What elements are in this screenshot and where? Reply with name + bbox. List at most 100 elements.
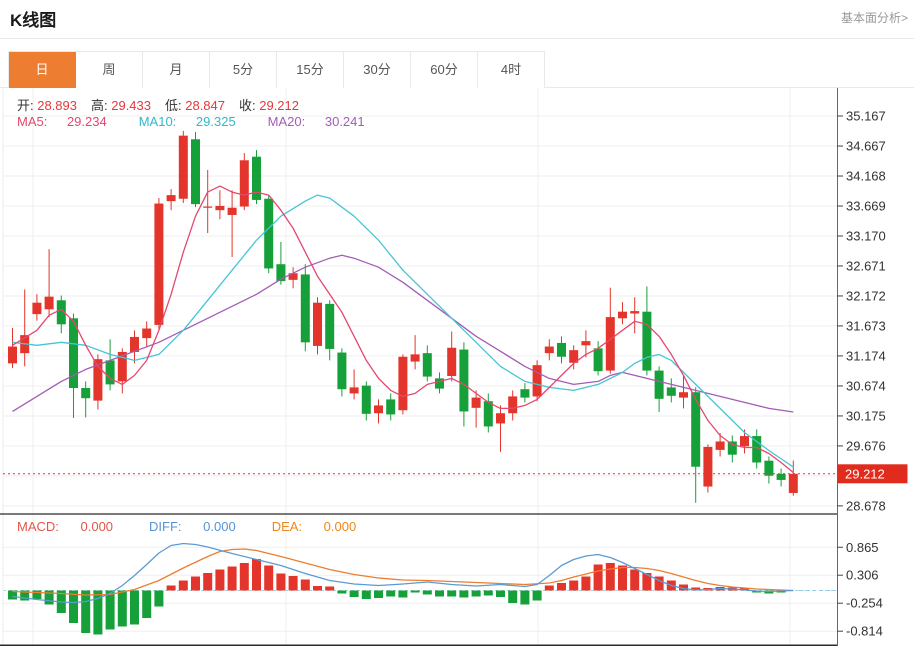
candle-body (532, 365, 542, 397)
tab-period-7[interactable]: 4时 (478, 52, 545, 88)
candle-body (191, 139, 200, 205)
candle-body (398, 356, 408, 411)
ma20-line (12, 254, 794, 413)
fundamental-analysis-link[interactable]: 基本面分析> (840, 11, 908, 25)
macd-hist-bar (471, 590, 481, 597)
candle-body (752, 436, 762, 463)
macd-hist-bar (227, 566, 237, 591)
macd-hist-bar (32, 590, 42, 599)
candle-body (630, 311, 640, 314)
candle-body (715, 441, 725, 450)
tab-period-6[interactable]: 60分 (411, 52, 478, 88)
ma-legend: MA5: 29.234 MA10: 29.325 MA20: 30.241 (17, 114, 397, 129)
candle-body (654, 370, 664, 399)
candle-body (410, 354, 420, 362)
candle-body (691, 392, 701, 467)
macd-legend: MACD: 0.000 DIFF: 0.000 DEA: 0.000 (17, 519, 392, 534)
candle-body (666, 387, 676, 396)
macd-hist-bar (593, 564, 603, 591)
candle-body (69, 318, 78, 389)
price-axis-label: 33.170 (846, 228, 886, 243)
macd-hist-bar (361, 590, 371, 599)
macd-hist-bar (105, 590, 115, 630)
macd-hist-bar (679, 584, 688, 591)
price-axis-label: 31.174 (846, 348, 886, 363)
tab-period-4[interactable]: 15分 (277, 52, 344, 88)
candle-body (581, 341, 591, 346)
macd-hist-bar (300, 579, 310, 591)
candle-body (447, 347, 457, 376)
macd-hist-bar (142, 590, 152, 618)
candle-body (471, 397, 481, 408)
candle-body (349, 387, 359, 394)
candle-body (313, 302, 322, 346)
macd-hist-bar (740, 588, 749, 591)
candle-body (130, 336, 139, 352)
macd-hist-bar (605, 563, 615, 591)
candle-body (325, 303, 335, 349)
tab-period-5[interactable]: 30分 (344, 52, 411, 88)
candle-body (117, 351, 127, 382)
ohlc-item-3: 收: 29.212 (239, 98, 299, 113)
macd-hist-bar (349, 590, 359, 597)
price-axis-label: 29.676 (846, 438, 886, 453)
macd-hist-bar (69, 590, 78, 623)
price-axis-label: 30.175 (846, 408, 886, 423)
candle-body (288, 273, 298, 280)
candle-body (361, 385, 371, 414)
candle-body (337, 352, 347, 390)
macd-axis-label: -0.254 (846, 596, 883, 611)
macd-hist-bar (191, 576, 200, 591)
candle-body (374, 405, 383, 414)
candle-body (44, 296, 54, 310)
macd-hist-bar (93, 590, 103, 635)
candle-body (544, 346, 554, 354)
macd-axis-label: 0.865 (846, 540, 879, 555)
candle-body (81, 388, 91, 399)
ma-item-0: MA5: 29.234 (17, 114, 107, 129)
macd-hist-bar (435, 590, 444, 597)
macd-hist-bar (239, 563, 249, 591)
candle-body (166, 195, 176, 202)
tab-period-3[interactable]: 5分 (210, 52, 277, 88)
macd-hist-bar (117, 590, 127, 627)
diff-line (12, 542, 794, 604)
candle-body (703, 446, 713, 487)
macd-hist-bar (325, 586, 335, 591)
candle-body (569, 350, 579, 363)
macd-hist-bar (581, 576, 591, 591)
macd-axis-label: 0.306 (846, 568, 879, 583)
tab-period-2[interactable]: 月 (143, 52, 210, 88)
price-axis-label: 30.674 (846, 378, 886, 393)
macd-hist-bar (386, 590, 396, 597)
candle-body (227, 207, 237, 215)
tab-period-0[interactable]: 日 (9, 52, 76, 88)
candle-body (727, 441, 737, 455)
macd-hist-bar (130, 590, 139, 625)
candle-body (56, 300, 66, 325)
candle-body (386, 399, 396, 415)
macd-hist-bar (264, 565, 274, 591)
price-axis-label: 31.673 (846, 318, 886, 333)
price-axis-label: 34.667 (846, 139, 886, 154)
macd-axis-label: -0.814 (846, 624, 883, 639)
tab-period-1[interactable]: 周 (76, 52, 143, 88)
macd-hist-bar (691, 587, 701, 591)
candle-body (520, 389, 530, 398)
candle-body (203, 206, 213, 208)
macd-hist-bar (44, 590, 54, 605)
candle-body (32, 302, 42, 315)
macd-item-2: DEA: 0.000 (271, 519, 357, 534)
macd-hist-bar (569, 580, 579, 591)
candle-body (105, 360, 115, 385)
candle-body (679, 392, 688, 398)
candle-body (605, 317, 615, 371)
current-price-badge-label: 29.212 (845, 466, 885, 481)
macd-hist-bar (496, 590, 505, 597)
macd-hist-bar (410, 590, 420, 593)
candle-body (142, 328, 152, 339)
ohlc-legend: 开: 28.893 高: 29.433 低: 28.847 收: 29.212 (17, 95, 313, 114)
title-separator (0, 38, 914, 39)
macd-hist-bar (398, 590, 408, 598)
